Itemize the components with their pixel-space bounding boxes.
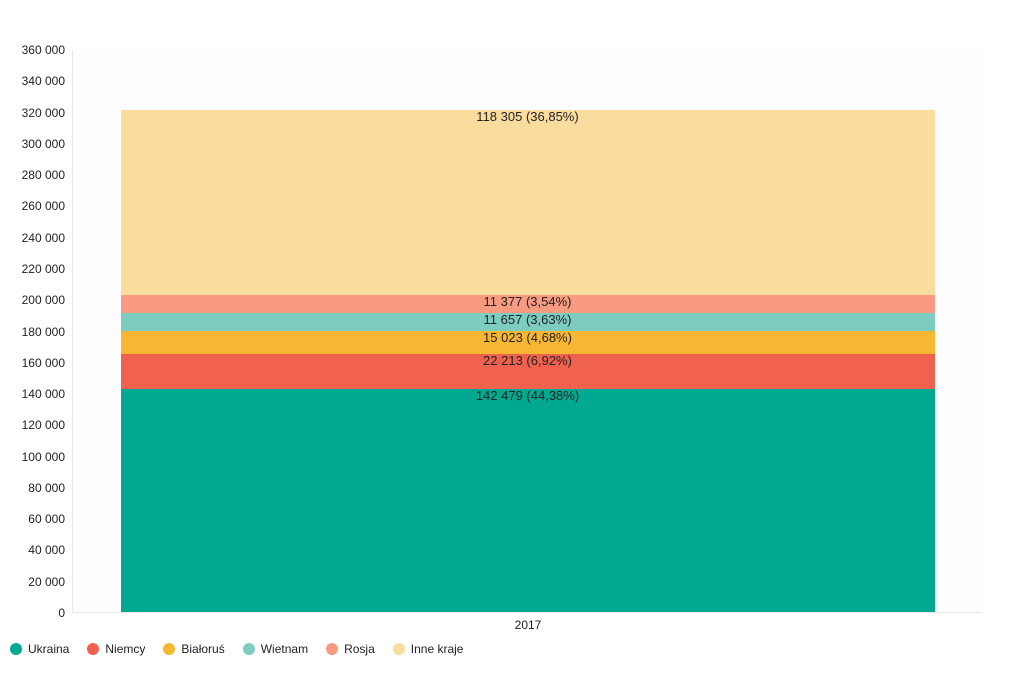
y-axis-tick-label: 40 000 [28,543,73,557]
y-axis-tick-label: 160 000 [22,356,73,370]
legend-swatch-ukraina [10,643,22,655]
x-axis-tick-label: 2017 [515,612,542,632]
bar-segment-label-rosja: 11 377 (3,54%) [484,294,572,309]
y-axis-tick-label: 240 000 [22,231,73,245]
legend-label: Ukraina [28,642,69,656]
plot-area: 020 00040 00060 00080 000100 000120 0001… [72,50,982,613]
y-axis-tick-label: 220 000 [22,262,73,276]
bar-segment-label-inne: 118 305 (36,85%) [476,109,578,124]
stacked-bar-chart: 0 20 000 40 000 60 000 80 000 100 000 120 000 1… [0,0,1023,682]
legend-item-niemcy[interactable]: Niemcy [87,642,145,656]
bar-segment-label-niemcy: 22 213 (6,92%) [483,353,572,368]
legend-label: Rosja [344,642,375,656]
y-axis-tick-label: 120 000 [22,418,73,432]
y-axis-tick-label: 260 000 [22,199,73,213]
bar-segment-label-wietnam: 11 657 (3,63%) [484,312,572,327]
y-axis-tick-label: 280 000 [22,168,73,182]
y-axis-tick-label: 320 000 [22,106,73,120]
y-axis-tick-label: 100 000 [22,450,73,464]
y-axis-tick-label: 140 000 [22,387,73,401]
bar-segment-label-ukraina: 142 479 (44,38%) [476,388,579,403]
legend-item-inne[interactable]: Inne kraje [393,642,464,656]
legend-swatch-rosja [326,643,338,655]
legend-swatch-wietnam [243,643,255,655]
legend-item-wietnam[interactable]: Wietnam [243,642,308,656]
y-axis-tick-label: 20 000 [28,575,73,589]
legend-item-bialorus[interactable]: Białoruś [163,642,224,656]
legend-swatch-niemcy [87,643,99,655]
y-axis-tick-label: 0 [58,606,73,620]
y-axis-tick-label: 360 000 [22,43,73,57]
legend-swatch-bialorus [163,643,175,655]
y-axis-tick-label: 300 000 [22,137,73,151]
y-axis-tick-label: 80 000 [28,481,73,495]
legend-label: Białoruś [181,642,224,656]
y-axis-tick-label: 340 000 [22,74,73,88]
legend-swatch-inne [393,643,405,655]
bar-segment-ukraina [121,389,935,612]
legend-label: Niemcy [105,642,145,656]
legend-item-rosja[interactable]: Rosja [326,642,375,656]
y-axis-tick-label: 200 000 [22,293,73,307]
y-axis-tick-label: 60 000 [28,512,73,526]
y-axis-tick-label: 180 000 [22,325,73,339]
bar-segment-label-bialorus: 15 023 (4,68%) [483,330,572,345]
legend: Ukraina Niemcy Białoruś Wietnam Rosja Inne kr… [10,642,463,656]
bar-segment-inne [121,110,935,295]
legend-item-ukraina[interactable]: Ukraina [10,642,69,656]
legend-label: Wietnam [261,642,308,656]
legend-label: Inne kraje [411,642,464,656]
